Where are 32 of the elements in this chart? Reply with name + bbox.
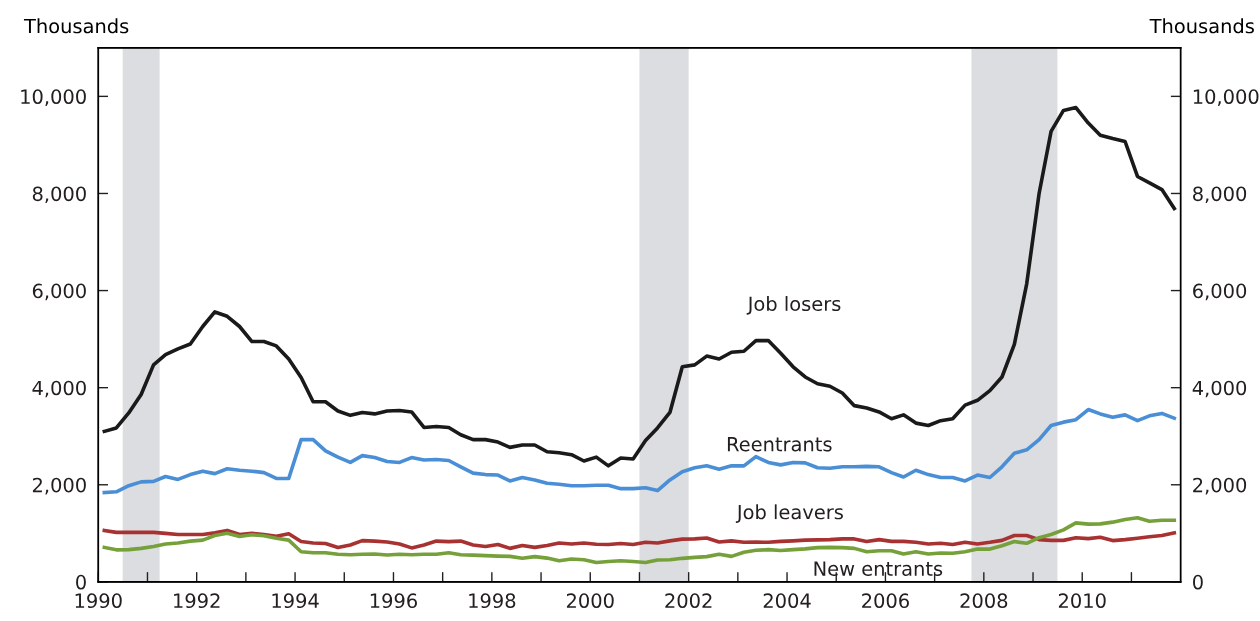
x-tick-label: 1994	[272, 593, 319, 609]
y-tick-label: 8,000	[32, 186, 86, 204]
y-tick-label: 4,000	[32, 380, 86, 398]
y2-tick-label: 10,000	[1193, 89, 1259, 107]
series-label: Reentrants	[727, 437, 832, 452]
y2-tick-label: 8,000	[1193, 186, 1247, 204]
line-series	[102, 528, 1177, 551]
y-axis-title: Thousands	[23, 18, 129, 34]
x-tick-label: 2000	[566, 593, 614, 609]
line-series	[102, 105, 1177, 468]
y2-tick-label: 2,000	[1193, 477, 1247, 495]
series-label: Job leavers	[735, 504, 843, 523]
x-tick-label: 2010	[1058, 593, 1106, 609]
x-tick-label: 1990	[75, 593, 122, 609]
y2-axis-title: Thousands	[1149, 18, 1254, 34]
x-tick-label: 2004	[763, 593, 811, 609]
series-label: New entrants	[814, 561, 943, 576]
y-tick-label: 10,000	[21, 89, 86, 107]
x-tick-label: 1998	[469, 593, 516, 609]
y2-tick-label: 4,000	[1192, 380, 1247, 398]
y2-tick-label: 0	[1193, 574, 1203, 590]
x-tick-label: 2008	[960, 593, 1008, 609]
line-series	[102, 407, 1177, 495]
y-tick-label: 2,000	[32, 477, 86, 495]
y-tick-label: 6,000	[32, 283, 86, 301]
x-tick-label: 2006	[862, 593, 909, 609]
x-tick-label: 2002	[665, 593, 712, 609]
y2-tick-label: 6,000	[1193, 283, 1247, 301]
y-tick-label: 0	[76, 574, 86, 590]
x-tick-label: 1992	[174, 593, 220, 609]
series-label: Job losers	[746, 296, 841, 315]
x-tick-label: 1996	[370, 593, 417, 609]
